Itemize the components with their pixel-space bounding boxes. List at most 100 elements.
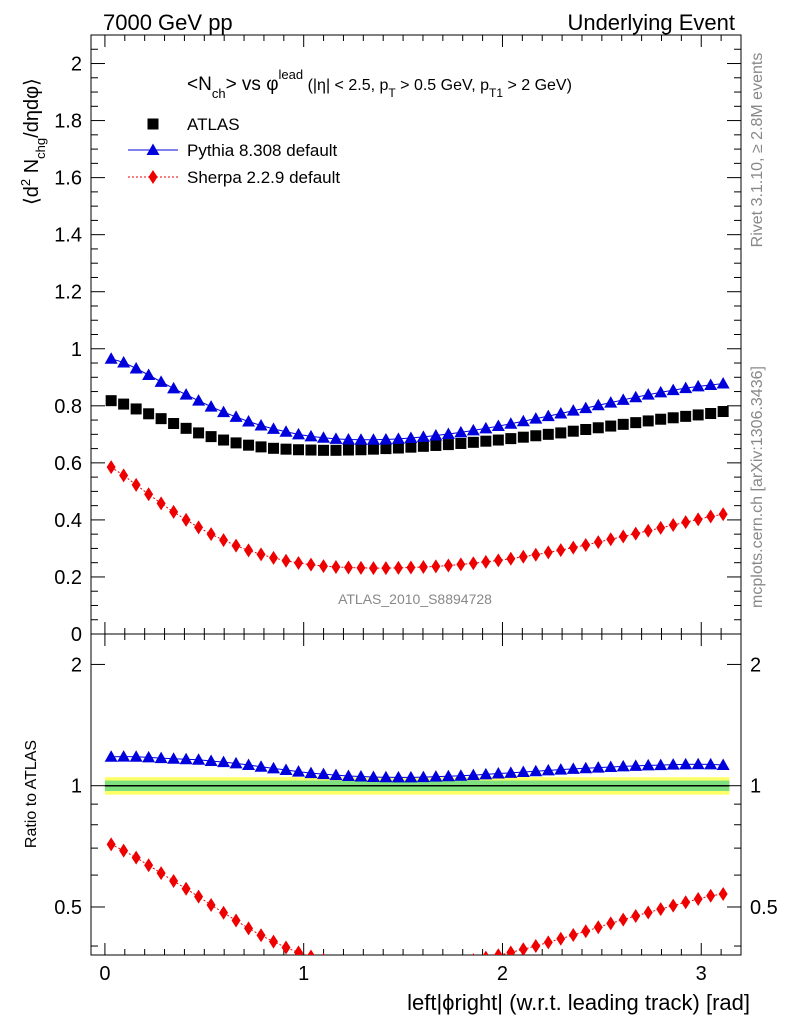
sherpa-2-2-9-default-ratio-point — [593, 920, 603, 935]
sherpa-2-2-9-default-ratio-point — [531, 939, 541, 954]
sherpa-2-2-9-default-point — [593, 535, 603, 550]
sherpa-2-2-9-default-ratio-point — [244, 921, 254, 936]
sherpa-2-2-9-default-point — [718, 507, 728, 522]
pythia-8-308-default-point — [479, 421, 493, 434]
sherpa-2-2-9-default-ratio-point — [460, 954, 461, 955]
y-tick-label: 0.4 — [54, 510, 82, 532]
sherpa-2-2-9-default-point — [693, 512, 703, 527]
sherpa-2-2-9-default-point — [443, 558, 453, 573]
pythia-8-308-default-point — [591, 398, 605, 411]
header-right: Underlying Event — [567, 10, 735, 35]
pythia-8-308-default-point — [192, 394, 206, 406]
atlas-point — [717, 406, 729, 418]
sherpa-2-2-9-default-point — [181, 512, 191, 527]
atlas-point — [105, 395, 117, 407]
pythia-8-308-default-ratio-point — [267, 761, 281, 774]
pythia-8-308-default-point — [466, 423, 480, 436]
pythia-8-308-default-point — [691, 379, 705, 392]
pythia-8-308-default-ratio-point — [217, 755, 231, 768]
atlas-point — [243, 439, 255, 451]
sherpa-2-2-9-default-point — [156, 496, 166, 511]
sherpa-2-2-9-default-point — [219, 533, 229, 548]
y-tick-label: 0.6 — [54, 453, 82, 475]
sherpa-2-2-9-default-ratio-point — [231, 913, 241, 928]
sherpa-2-2-9-default-point — [343, 560, 353, 575]
pythia-8-308-default-ratio-point — [104, 750, 118, 762]
pythia-8-308-default-point — [679, 381, 693, 394]
title-cut-c: > 2 GeV) — [503, 77, 572, 94]
sherpa-2-2-9-default-point — [131, 477, 141, 492]
ratio-y-axis-label: Ratio to ATLAS — [23, 740, 40, 848]
pythia-8-308-default-point — [329, 432, 343, 444]
pythia-8-308-default-ratio-point — [504, 766, 518, 778]
pythia-8-308-default-ratio-point — [554, 763, 568, 775]
sherpa-2-2-9-default-point — [318, 559, 328, 574]
legend-marker-atlas — [147, 118, 159, 130]
sherpa-2-2-9-default-ratio-point — [718, 887, 728, 902]
atlas-point — [692, 409, 704, 421]
pythia-8-308-default-ratio-point — [429, 770, 443, 782]
sherpa-2-2-9-default-point — [543, 545, 553, 560]
sherpa-2-2-9-default-ratio-point — [643, 905, 653, 920]
pythia-8-308-default-ratio-point — [616, 759, 630, 772]
sherpa-2-2-9-default-point — [656, 520, 666, 535]
pythia-8-308-default-point — [117, 355, 131, 368]
ylabel-b: N — [21, 159, 43, 179]
pythia-8-308-default-point — [254, 418, 268, 431]
pythia-8-308-default-point — [267, 422, 281, 434]
atlas-point — [330, 444, 342, 456]
pythia-8-308-default-ratio-point — [454, 769, 468, 781]
sherpa-2-2-9-default-ratio-point — [219, 905, 229, 920]
atlas-point — [517, 431, 529, 443]
sherpa-2-2-9-default-ratio-point — [169, 874, 179, 889]
ratio-y-tick-label-right: 0.5 — [750, 897, 778, 919]
pythia-8-308-default-point — [541, 409, 555, 422]
sherpa-2-2-9-default-ratio-point — [206, 897, 216, 912]
pythia-8-308-default-point — [604, 396, 618, 408]
pythia-8-308-default-ratio-point — [704, 757, 718, 770]
atlas-point — [680, 410, 692, 422]
pythia-8-308-default-point — [654, 385, 668, 398]
sherpa-2-2-9-default-ratio-point — [681, 895, 691, 910]
pythia-8-308-default-ratio-point — [192, 753, 206, 765]
sherpa-2-2-9-default-point — [681, 515, 691, 530]
sherpa-2-2-9-default-ratio-point — [556, 931, 566, 946]
sherpa-2-2-9-default-ratio-point — [181, 881, 191, 896]
y-tick-label: 0 — [71, 624, 82, 646]
sherpa-2-2-9-default-ratio-point — [431, 958, 440, 972]
header-left: 7000 GeV pp — [103, 10, 233, 35]
y-tick-label: 2 — [71, 54, 82, 76]
atlas-point — [405, 441, 417, 453]
sherpa-2-2-9-default-ratio-point — [494, 948, 503, 955]
title-cut-b: > 0.5 GeV, p — [396, 77, 489, 94]
pythia-8-308-default-point — [341, 432, 355, 445]
pythia-8-308-default-point — [491, 419, 505, 432]
sherpa-2-2-9-default-point — [618, 529, 628, 544]
sherpa-2-2-9-default-ratio-point — [668, 898, 678, 913]
pythia-8-308-default-ratio-point — [579, 761, 593, 774]
atlas-point — [118, 398, 130, 410]
pythia-8-308-default-ratio-point — [629, 759, 643, 771]
sherpa-2-2-9-default-ratio-line — [110, 843, 724, 955]
sherpa-2-2-9-default-point — [643, 523, 653, 538]
main-panel: 0 0.2 0.4 0.6 0.8 1 1.2 1.4 1.6 1.8 2 — [54, 34, 742, 646]
sherpa-2-2-9-default-ratio-point — [356, 958, 365, 972]
sherpa-2-2-9-default-point — [294, 555, 304, 570]
pythia-8-308-default-point — [154, 375, 168, 387]
sherpa-2-2-9-default-point — [356, 560, 366, 575]
sherpa-2-2-9-default-point — [481, 554, 491, 569]
atlas-point — [305, 444, 317, 456]
pythia-8-308-default-ratio-point — [279, 763, 293, 775]
pythia-8-308-default-point — [217, 405, 231, 418]
pythia-8-308-default-point — [516, 414, 530, 427]
atlas-point — [580, 423, 592, 435]
pythia-8-308-default-point — [454, 425, 468, 438]
sherpa-2-2-9-default-point — [418, 559, 428, 574]
sherpa-2-2-9-default-ratio-point — [256, 928, 266, 943]
pythia-8-308-default-ratio-point — [242, 758, 256, 771]
ratio-frame — [90, 633, 742, 956]
pythia-8-308-default-ratio-point — [666, 758, 680, 770]
ylabel-sub: chg — [33, 138, 48, 159]
y-tick-label: 0.2 — [54, 567, 82, 589]
